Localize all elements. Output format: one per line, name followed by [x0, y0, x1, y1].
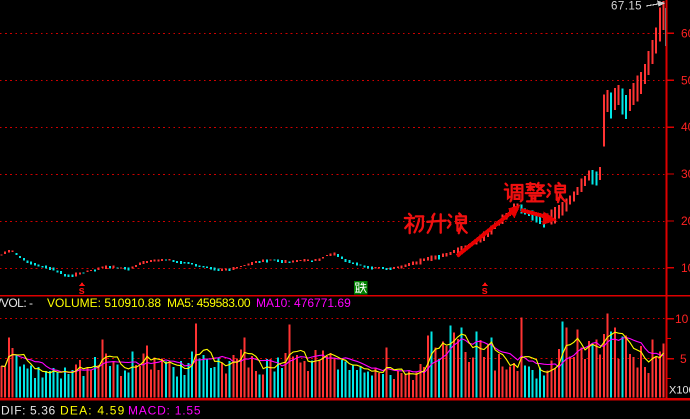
- svg-text:VOLUME: 510910.88: VOLUME: 510910.88: [47, 296, 161, 310]
- svg-text:DIF: 5.36: DIF: 5.36: [1, 404, 56, 418]
- svg-text:MA5: 459583.00: MA5: 459583.00: [167, 296, 251, 310]
- svg-text:X10000: X10000: [669, 385, 690, 397]
- svg-text:60: 60: [681, 26, 690, 40]
- svg-text:10: 10: [675, 312, 689, 326]
- svg-text:20: 20: [681, 214, 690, 228]
- svg-text:s: s: [79, 285, 85, 297]
- svg-text:40: 40: [681, 120, 690, 134]
- svg-text:MA10: 476771.69: MA10: 476771.69: [256, 296, 351, 310]
- svg-text:/VOL: -: /VOL: -: [0, 296, 33, 310]
- svg-text:s: s: [482, 285, 488, 297]
- svg-text:DEA: 4.59: DEA: 4.59: [60, 404, 126, 418]
- svg-text:10: 10: [681, 261, 690, 275]
- svg-text:MACD: 1.55: MACD: 1.55: [128, 404, 201, 418]
- svg-text:67.15: 67.15: [611, 0, 642, 13]
- svg-text:30: 30: [681, 167, 690, 181]
- svg-text:50: 50: [681, 73, 690, 87]
- svg-text:5: 5: [680, 352, 687, 366]
